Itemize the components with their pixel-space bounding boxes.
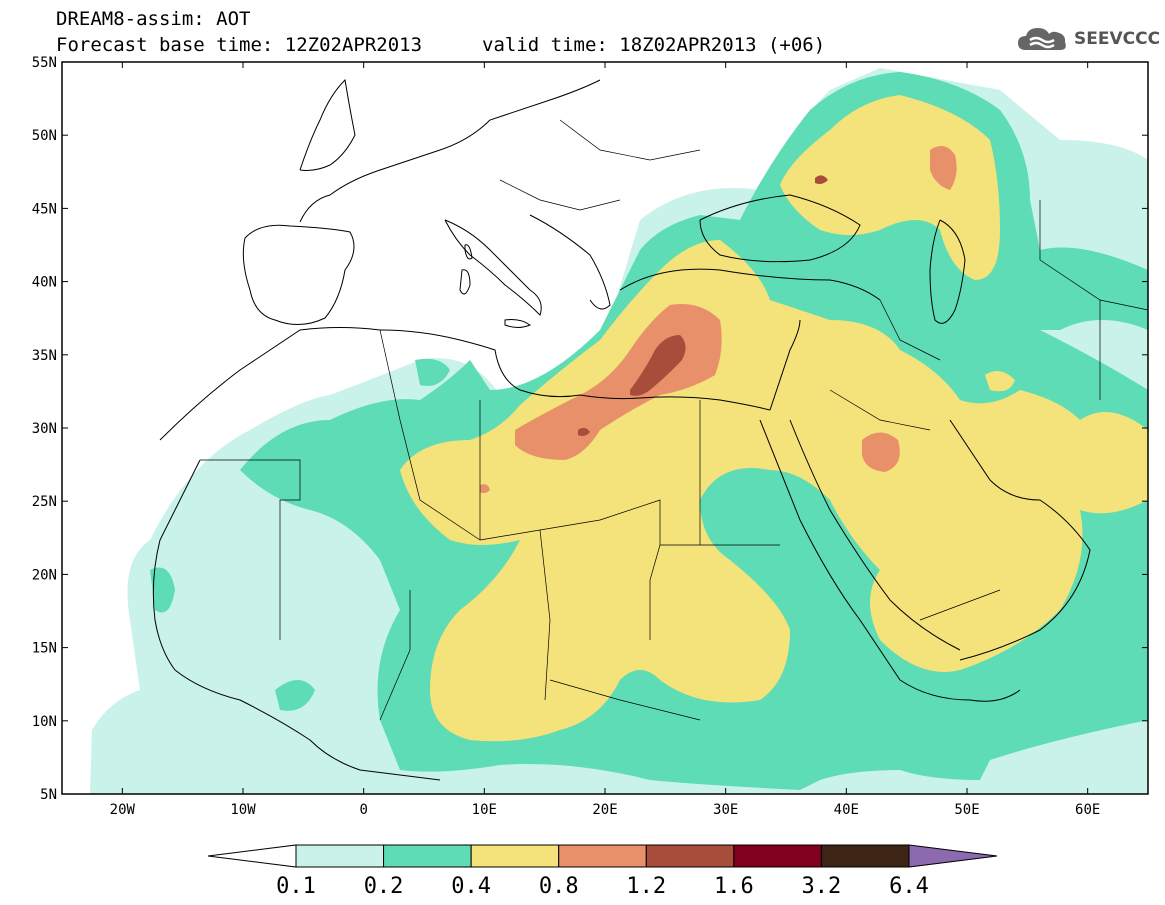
lat-tick-label: 45N xyxy=(32,201,57,217)
axis-ticks: 5N 10N 15N 20N 25N 30N 35N 40N 45N 50N 55N 20W 10W 0 1… xyxy=(32,55,1148,818)
colorbar-box xyxy=(383,844,472,868)
colorbar-box xyxy=(295,844,385,868)
lat-tick-label: 25N xyxy=(32,494,57,510)
lon-tick-label: 10W xyxy=(230,802,256,818)
lat-tick-label: 10N xyxy=(32,714,57,730)
lon-tick-label: 30E xyxy=(713,802,738,818)
colorbar-box xyxy=(558,844,647,868)
valid-time-label: valid time: 18Z02APR2013 (+06) xyxy=(482,34,826,56)
lon-tick-label: 60E xyxy=(1075,802,1100,818)
lat-tick-label: 50N xyxy=(32,128,57,144)
base-time-label: Forecast base time: 12Z02APR2013 xyxy=(56,34,423,56)
colorbar-over-triangle xyxy=(908,844,998,868)
map-title: DREAM8-assim: AOT xyxy=(56,8,251,30)
colorbar-under-triangle xyxy=(207,844,297,868)
lon-tick-label: 0 xyxy=(359,802,367,818)
colorbar-label: 0.4 xyxy=(451,874,491,899)
lat-tick-label: 15N xyxy=(32,641,57,657)
lon-tick-label: 20W xyxy=(110,802,136,818)
logo-text: SEEVCCC xyxy=(1074,29,1161,49)
colorbar-label: 3.2 xyxy=(802,874,842,899)
cloud-icon xyxy=(1018,28,1066,50)
lat-tick-label: 35N xyxy=(32,348,57,364)
colorbar-box xyxy=(733,844,822,868)
borders xyxy=(200,119,1148,721)
colorbar-label: 1.2 xyxy=(626,874,666,899)
lon-tick-label: 10E xyxy=(472,802,497,818)
contour-0.4 xyxy=(400,95,1148,742)
lon-tick-label: 50E xyxy=(954,802,979,818)
lat-tick-label: 5N xyxy=(40,787,57,803)
coastlines xyxy=(152,78,1091,781)
colorbar-box xyxy=(645,844,735,868)
lat-tick-label: 55N xyxy=(32,55,57,71)
seevccc-logo: SEEVCCC xyxy=(1016,24,1160,54)
lon-tick-label: 20E xyxy=(592,802,617,818)
colorbar-box xyxy=(470,844,560,868)
lon-tick-label: 40E xyxy=(834,802,859,818)
colorbar-box xyxy=(820,844,910,868)
colorbar-label: 0.1 xyxy=(276,874,316,899)
colorbar-label: 6.4 xyxy=(889,874,929,899)
aot-contours xyxy=(90,68,1148,794)
lat-tick-label: 30N xyxy=(32,421,57,437)
lat-tick-label: 40N xyxy=(32,275,57,291)
colorbar-label: 0.8 xyxy=(539,874,579,899)
colorbar-label: 0.2 xyxy=(364,874,404,899)
colorbar-label: 1.6 xyxy=(714,874,754,899)
contour-1.2 xyxy=(578,175,828,436)
lat-tick-label: 20N xyxy=(32,567,57,583)
